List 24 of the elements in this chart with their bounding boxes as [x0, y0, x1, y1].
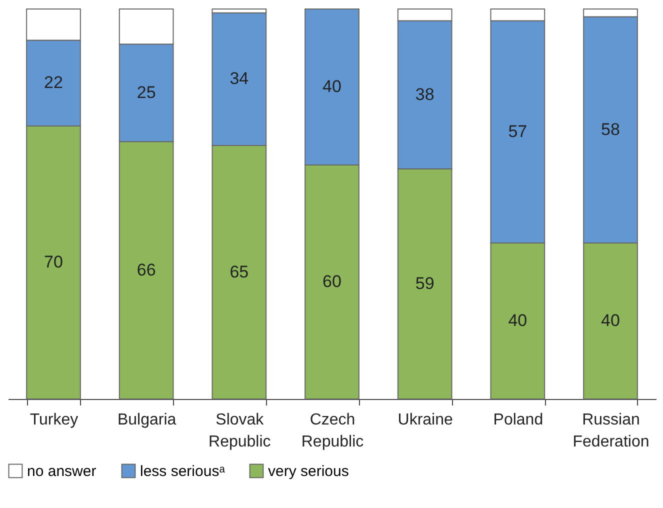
data-label: 34 — [230, 69, 249, 88]
data-label: 66 — [136, 260, 156, 280]
x-tick-label: Bulgaria — [117, 412, 176, 428]
data-label: 40 — [322, 77, 342, 96]
x-tick-label: Turkey — [30, 412, 78, 428]
x-tick-label: Ukraine — [398, 412, 453, 428]
x-tick-label: Slovak Republic — [208, 412, 271, 450]
data-label: 60 — [322, 272, 342, 291]
x-tick-label: Czech Republic — [301, 412, 364, 450]
data-label: 58 — [601, 120, 620, 139]
data-label: 57 — [508, 122, 528, 141]
data-label: 22 — [44, 73, 63, 92]
data-label: 25 — [136, 82, 156, 102]
x-tick-label: Poland — [493, 412, 544, 428]
data-label: 59 — [415, 274, 434, 293]
data-label: 40 — [508, 311, 528, 330]
data-label: 38 — [415, 84, 434, 104]
x-tick-label: Russian Federation — [572, 412, 650, 450]
data-label: 40 — [601, 311, 620, 330]
data-label: 70 — [44, 252, 63, 272]
legend-label: very serious — [268, 462, 349, 480]
data-label: 65 — [230, 262, 249, 282]
legend-label: no answer — [27, 462, 96, 480]
legend-label: less seriousᵃ — [140, 462, 226, 480]
